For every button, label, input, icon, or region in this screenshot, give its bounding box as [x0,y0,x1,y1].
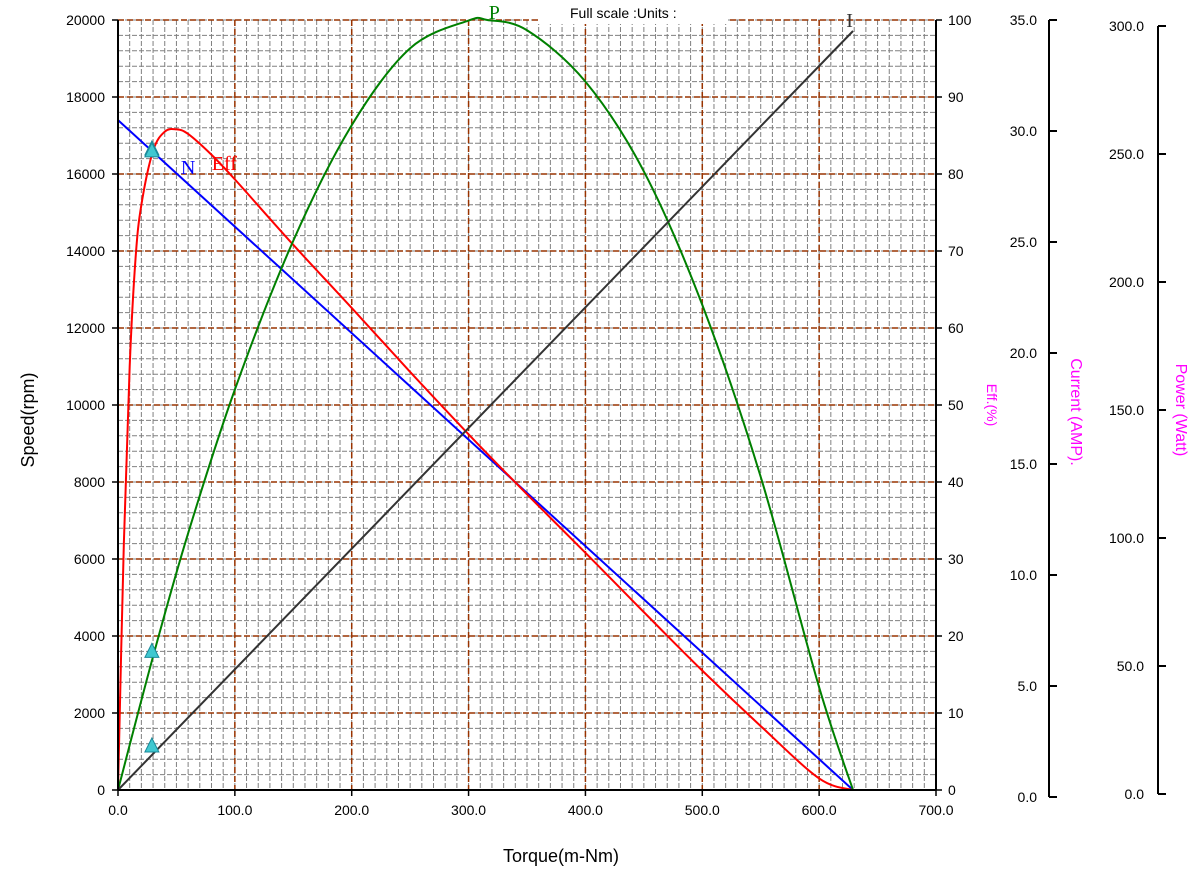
markers [144,139,160,753]
eff-axis-title: Eff.(%) [984,384,1000,427]
eff-tick-label: 90 [948,89,964,105]
speed-tick-label: 16000 [66,166,105,182]
speed-tick-label: 0 [97,782,105,798]
x-tick-label: 0.0 [108,802,128,818]
data-marker [144,642,160,658]
eff-tick-label: 80 [948,166,964,182]
eff-tick-label: 50 [948,397,964,413]
power-tick-label: 250.0 [1109,146,1144,162]
curves [117,16,854,791]
speed-axis-title: Speed(rpm) [18,372,38,467]
x-tick-label: 400.0 [568,802,603,818]
speed-tick-label: 2000 [74,705,105,721]
curve-label-i: I [846,10,853,32]
curve-label-eff: Eff [212,153,238,175]
power-tick-label: 150.0 [1109,402,1144,418]
current-tick-label: 20.0 [1010,345,1037,361]
labels: N Eff P I [181,2,853,179]
speed-tick-label: 20000 [66,12,105,28]
power-axis-title: Power (Watt) [1172,364,1189,457]
eff-tick-label: 70 [948,243,964,259]
eff-tick-label: 20 [948,628,964,644]
current-tick-label: 0.0 [1018,789,1038,805]
current-tick-label: 10.0 [1010,567,1037,583]
series-line-eff [117,127,854,791]
power-tick-label: 50.0 [1117,658,1144,674]
data-marker [144,141,160,158]
speed-tick-label: 6000 [74,551,105,567]
eff-tick-label: 100 [948,12,972,28]
current-tick-label: 25.0 [1010,234,1037,250]
eff-tick-label: 60 [948,320,964,336]
series-line-p [117,16,854,791]
eff-tick-label: 10 [948,705,964,721]
speed-tick-label: 8000 [74,474,105,490]
power-tick-label: 200.0 [1109,274,1144,290]
series-line-i [117,30,854,791]
speed-tick-label: 18000 [66,89,105,105]
current-tick-label: 30.0 [1010,123,1037,139]
speed-tick-label: 4000 [74,628,105,644]
speed-tick-label: 10000 [66,397,105,413]
x-tick-label: 100.0 [217,802,252,818]
x-tick-label: 700.0 [918,802,953,818]
x-tick-label: 300.0 [451,802,486,818]
x-tick-label: 200.0 [334,802,369,818]
current-axis-title: Current (AMP). [1067,358,1084,466]
power-tick-label: 0.0 [1125,786,1145,802]
eff-tick-label: 30 [948,551,964,567]
power-tick-label: 100.0 [1109,530,1144,546]
header-box [538,2,728,24]
x-tick-label: 500.0 [685,802,720,818]
chart-header: Full scale :Units : [570,5,677,21]
current-tick-label: 15.0 [1010,456,1037,472]
data-marker [144,736,160,753]
curve-label-p: P [489,2,500,24]
x-axis-title: Torque(m-Nm) [503,846,619,866]
grid [117,19,937,791]
x-tick-label: 600.0 [802,802,837,818]
series-line-n [117,119,854,791]
current-tick-label: 5.0 [1018,678,1038,694]
axes: 0.0 100.0 200.0 300.0 400.0 500.0 600.0 700.002… [66,12,1166,818]
power-tick-label: 300.0 [1109,18,1144,34]
curve-label-n: N [181,157,195,179]
speed-tick-label: 14000 [66,243,105,259]
speed-tick-label: 12000 [66,320,105,336]
eff-tick-label: 40 [948,474,964,490]
eff-tick-label: 0 [948,782,956,798]
current-tick-label: 35.0 [1010,12,1037,28]
